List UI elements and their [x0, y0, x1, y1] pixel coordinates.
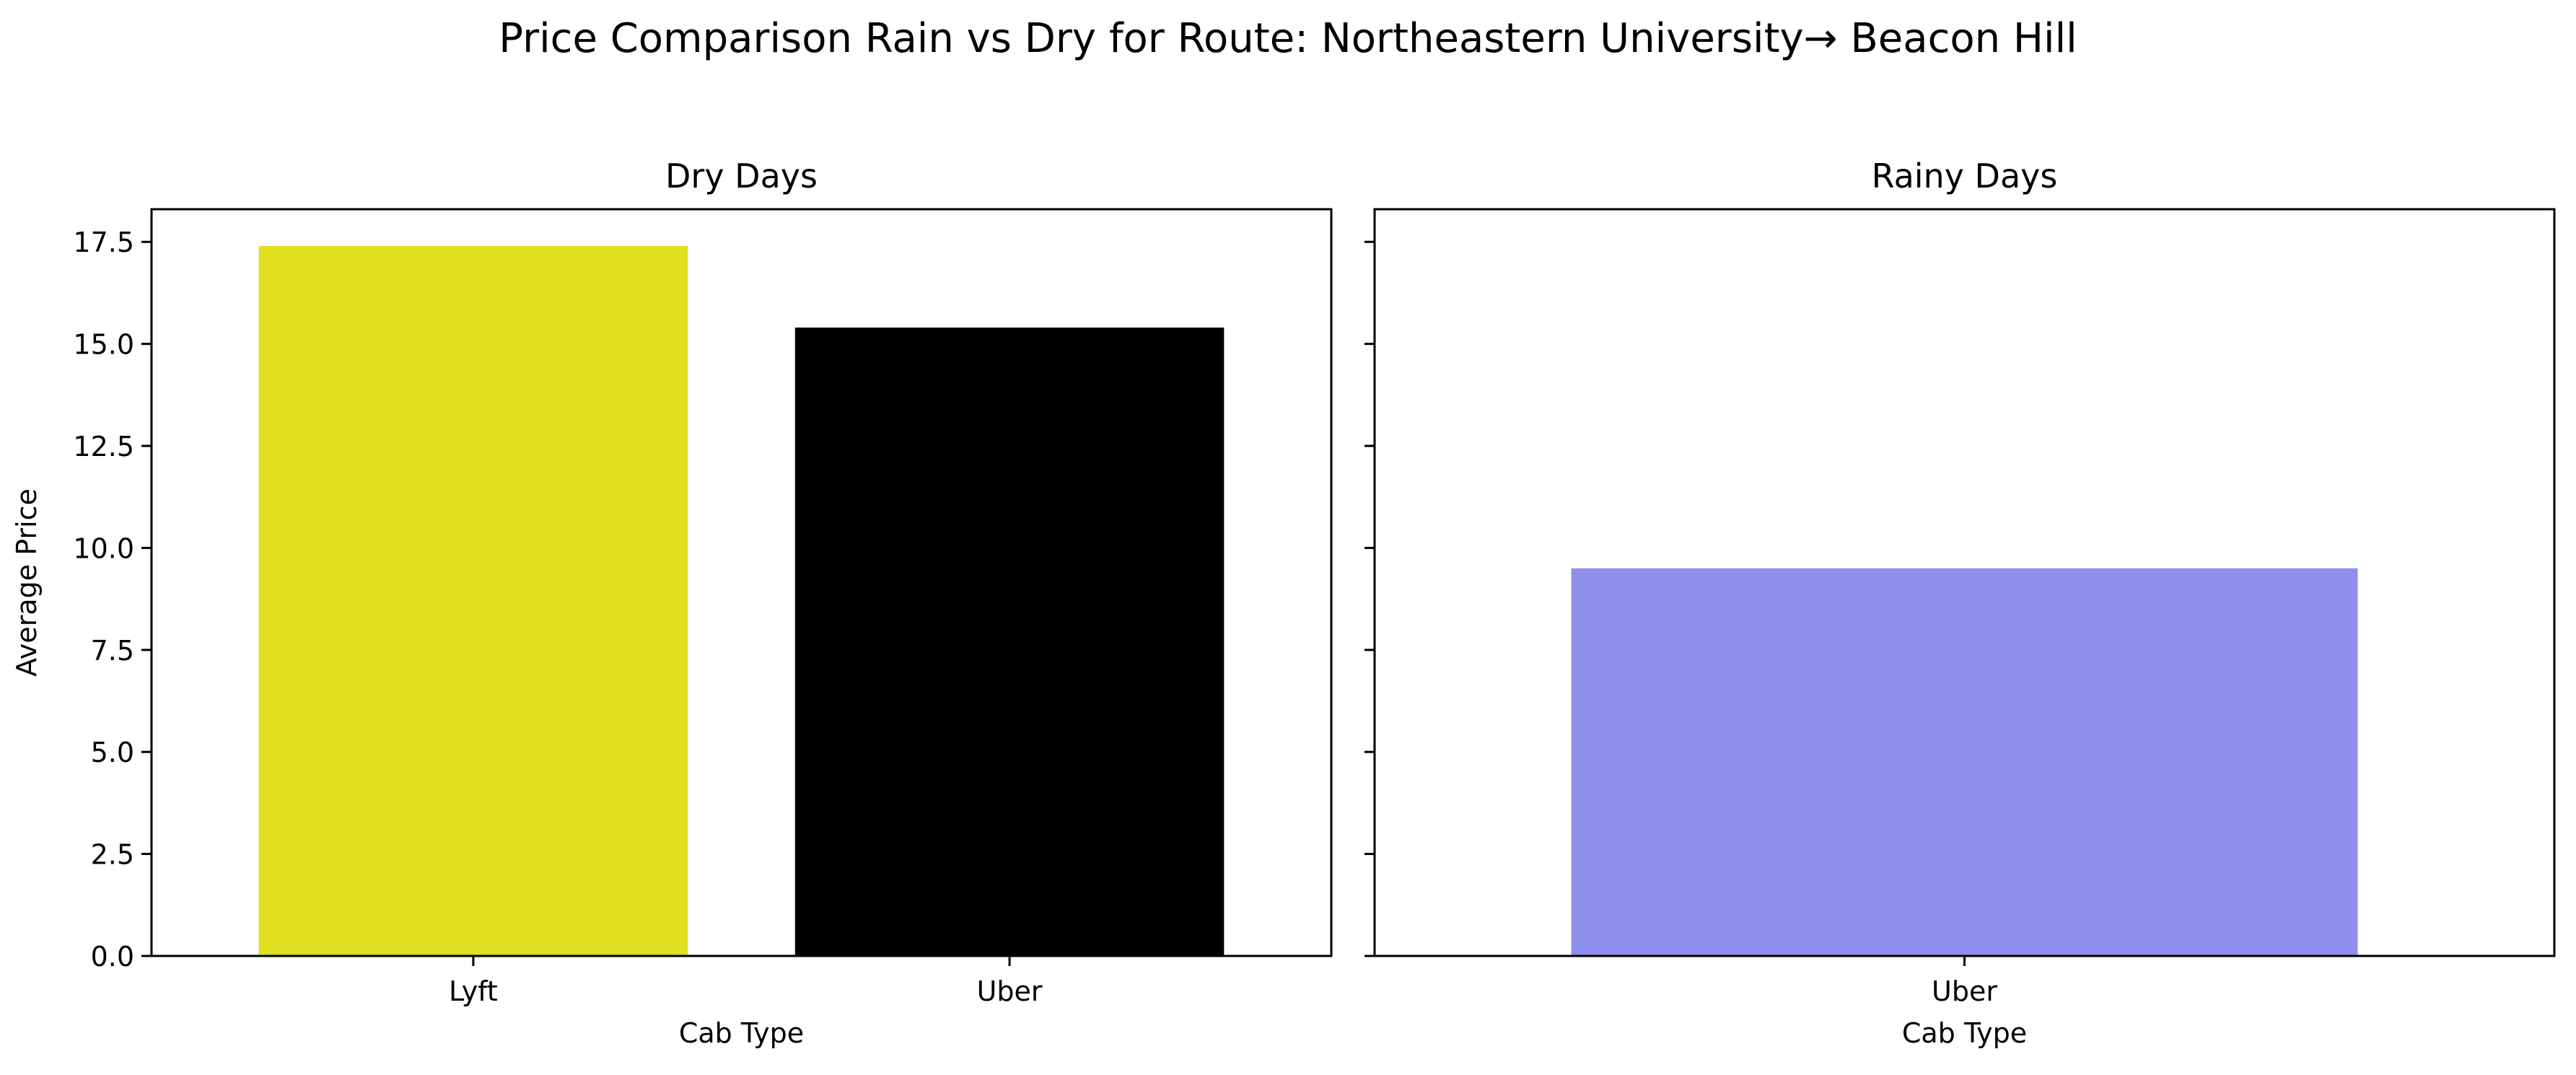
x-axis-label: Cab Type: [1902, 1017, 2027, 1049]
bar-uber: [1571, 568, 2358, 956]
y-tick-label: 2.5: [91, 839, 134, 871]
bar-lyft: [258, 245, 688, 957]
figure-title: Price Comparison Rain vs Dry for Route: …: [499, 15, 2077, 62]
y-tick-label: 12.5: [73, 431, 134, 462]
x-tick-label: Uber: [1932, 975, 1997, 1007]
panel-title: Dry Days: [665, 157, 818, 196]
y-tick-label: 0.0: [91, 941, 134, 973]
y-tick-label: 15.0: [73, 329, 134, 361]
bar-uber: [794, 328, 1225, 957]
x-axis-label: Cab Type: [679, 1017, 804, 1049]
panel-title: Rainy Days: [1872, 157, 2058, 196]
x-tick-label: Uber: [977, 975, 1043, 1007]
y-tick-label: 5.0: [91, 737, 134, 768]
y-tick-label: 10.0: [73, 532, 134, 564]
y-tick-label: 7.5: [91, 635, 134, 667]
y-axis-label: Average Price: [11, 488, 43, 677]
y-tick-label: 17.5: [73, 227, 134, 258]
axes-frame: [150, 208, 1333, 957]
x-tick-label: Lyft: [449, 975, 498, 1007]
